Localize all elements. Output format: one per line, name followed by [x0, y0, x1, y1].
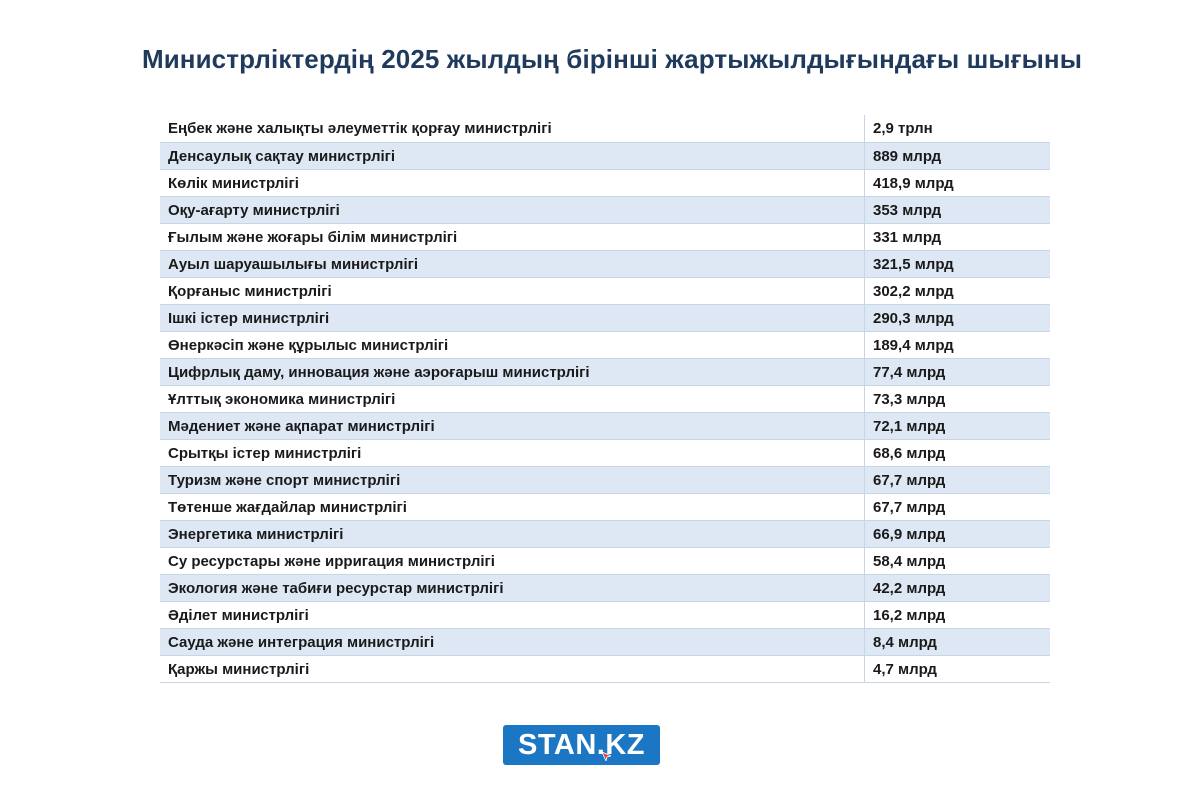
ministry-name: Туризм және спорт министрлігі [160, 467, 865, 493]
ministry-name: Еңбек және халықты әлеуметтік қорғау мин… [160, 115, 865, 142]
spending-value: 67,7 млрд [873, 471, 946, 489]
spending-value: 321,5 млрд [873, 255, 954, 273]
ministry-name: Қаржы министрлігі [160, 656, 865, 682]
ministry-name: Мәдениет және ақпарат министрлігі [160, 413, 865, 439]
spending-value: 4,7 млрд [873, 660, 937, 678]
spending-value: 331 млрд [873, 228, 942, 246]
ministry-name: Көлік министрлігі [160, 170, 865, 196]
table-row: Әділет министрлігі 16,2 млрд [160, 602, 1050, 629]
stan-kz-logo: STAN.KZ [503, 725, 660, 765]
table-row: Срытқы істер министрлігі 68,6 млрд [160, 440, 1050, 467]
ministry-name: Әділет министрлігі [160, 602, 865, 628]
table-row: Туризм және спорт министрлігі 67,7 млрд [160, 467, 1050, 494]
ministry-name: Су ресурстары және ирригация министрлігі [160, 548, 865, 574]
spending-value: 418,9 млрд [873, 174, 954, 192]
ministry-name: Қорғаныс министрлігі [160, 278, 865, 304]
spending-value: 58,4 млрд [873, 552, 946, 570]
spending-value: 889 млрд [873, 147, 942, 165]
table-row: Көлік министрлігі 418,9 млрд [160, 170, 1050, 197]
spending-value: 73,3 млрд [873, 390, 946, 408]
spending-value: 66,9 млрд [873, 525, 946, 543]
table-row: Мәдениет және ақпарат министрлігі 72,1 мл… [160, 413, 1050, 440]
table-row: Өнеркәсіп және құрылыс министрлігі 189,4 … [160, 332, 1050, 359]
ministry-name: Ауыл шаруашылығы министрлігі [160, 251, 865, 277]
ministry-name: Ішкі істер министрлігі [160, 305, 865, 331]
ministry-name: Цифрлық даму, инновация және аэроғарыш м… [160, 359, 865, 385]
table-row: Энергетика министрлігі 66,9 млрд [160, 521, 1050, 548]
table-row: Төтенше жағдайлар министрлігі 67,7 млрд [160, 494, 1050, 521]
table-row: Қорғаныс министрлігі 302,2 млрд [160, 278, 1050, 305]
spending-value: 302,2 млрд [873, 282, 954, 300]
spending-value: 68,6 млрд [873, 444, 946, 462]
page-title: Министрліктердің 2025 жылдың бірінші жар… [141, 44, 1083, 74]
ministry-name: Оқу-ағарту министрлігі [160, 197, 865, 223]
table-row: Су ресурстары және ирригация министрлігі… [160, 548, 1050, 575]
table-row: Еңбек және халықты әлеуметтік қорғау мин… [160, 115, 1050, 143]
table-row: Денсаулық сақтау министрлігі 889 млрд [160, 143, 1050, 170]
ministry-name: Ұлттық экономика министрлігі [160, 386, 865, 412]
ministry-name: Төтенше жағдайлар министрлігі [160, 494, 865, 520]
spending-value: 16,2 млрд [873, 606, 946, 624]
spending-value: 42,2 млрд [873, 579, 946, 597]
table-row: Оқу-ағарту министрлігі 353 млрд [160, 197, 1050, 224]
spending-value: 8,4 млрд [873, 633, 937, 651]
table-row: Экология және табиғи ресурстар министрлі… [160, 575, 1050, 602]
spending-value: 2,9 трлн [873, 120, 933, 137]
spending-value: 189,4 млрд [873, 336, 954, 354]
ministry-name: Экология және табиғи ресурстар министрлі… [160, 575, 865, 601]
table-row: Ғылым және жоғары білім министрлігі 331 м… [160, 224, 1050, 251]
ministry-name: Сауда және интеграция министрлігі [160, 629, 865, 655]
spending-value: 67,7 млрд [873, 498, 946, 516]
ministry-name: Ғылым және жоғары білім министрлігі [160, 224, 865, 250]
logo-accent-icon [602, 752, 611, 761]
ministry-name: Денсаулық сақтау министрлігі [160, 143, 865, 169]
ministry-name: Срытқы істер министрлігі [160, 440, 865, 466]
spending-value: 72,1 млрд [873, 417, 946, 435]
table-row: Сауда және интеграция министрлігі 8,4 млр… [160, 629, 1050, 656]
spending-value: 77,4 млрд [873, 363, 946, 381]
spending-value: 290,3 млрд [873, 309, 954, 327]
table-row: Цифрлық даму, инновация және аэроғарыш м… [160, 359, 1050, 386]
spending-table: Еңбек және халықты әлеуметтік қорғау мин… [160, 114, 1050, 683]
table-row: Қаржы министрлігі 4,7 млрд [160, 656, 1050, 683]
table-row: Ішкі істер министрлігі 290,3 млрд [160, 305, 1050, 332]
table-row: Ұлттық экономика министрлігі 73,3 млрд [160, 386, 1050, 413]
ministry-name: Өнеркәсіп және құрылыс министрлігі [160, 332, 865, 358]
table-row: Ауыл шаруашылығы министрлігі 321,5 млрд [160, 251, 1050, 278]
logo-text: STAN.KZ [517, 728, 645, 761]
spending-value: 353 млрд [873, 201, 942, 219]
ministry-name: Энергетика министрлігі [160, 521, 865, 547]
